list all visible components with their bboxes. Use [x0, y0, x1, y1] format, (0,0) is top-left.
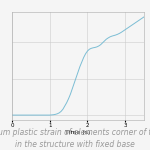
Text: in the structure with fixed base: in the structure with fixed base: [15, 140, 135, 149]
X-axis label: Time (s): Time (s): [65, 130, 91, 135]
Text: um plastic strain of elements corner of t: um plastic strain of elements corner of …: [0, 128, 150, 137]
